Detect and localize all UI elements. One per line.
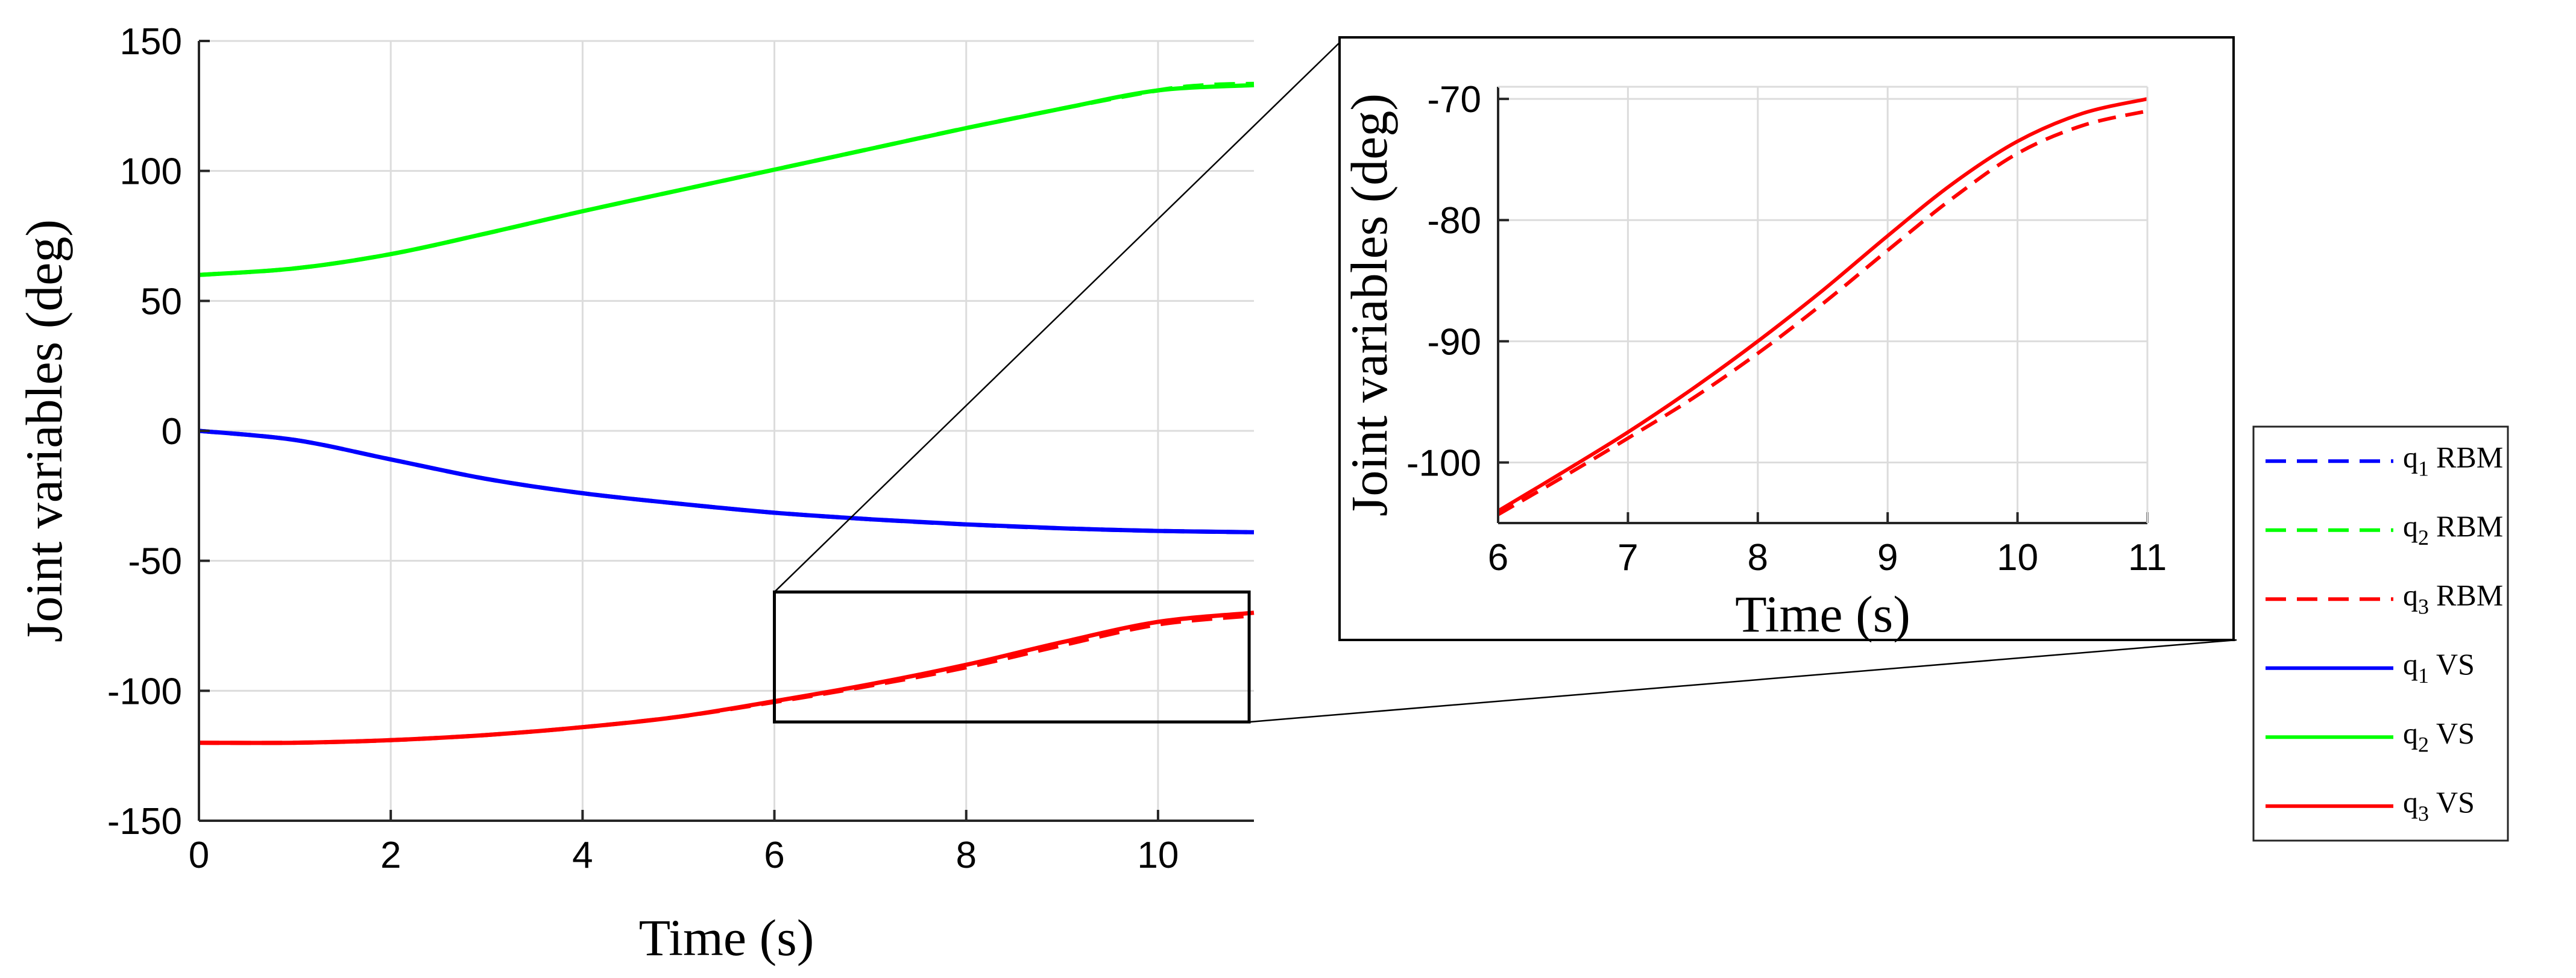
legend-label: q2 RBM	[2403, 509, 2503, 550]
x-tick-label: 4	[572, 835, 593, 876]
legend-entry: q3 VS	[2266, 785, 2475, 826]
x-tick-label: 2	[380, 835, 401, 876]
y-tick-label: 50	[140, 281, 182, 322]
legend: q1 RBM q2 RBM q3 RBM q1 VS q2 VS q3 VS	[2252, 425, 2509, 842]
series-line-q3-rbm	[1497, 109, 2148, 516]
x-tick-label: 8	[1748, 537, 1768, 578]
x-tick-label: 6	[1488, 537, 1508, 578]
inset-background	[1338, 36, 2235, 641]
y-tick-label: -100	[107, 671, 182, 712]
main-tick-labels: 0 2 4 6 8 10 -150 -100 -50 0 50 100 150	[107, 21, 1179, 876]
legend-entry: q1 RBM	[2266, 440, 2503, 480]
inset-series-group	[1497, 97, 2148, 516]
series-line-q3-vs	[1497, 97, 2148, 513]
y-tick-label: 0	[162, 411, 182, 453]
y-tick-label: -100	[1406, 442, 1481, 484]
inset-chart: 6 7 8 9 10 11 -100 -90 -80 -70 Time (s) Joint var…	[1338, 36, 2235, 643]
legend-label: q1 RBM	[2403, 440, 2503, 480]
x-tick-label: 11	[2128, 537, 2167, 578]
legend-entry: q3 RBM	[2266, 578, 2503, 618]
main-y-axis-label: Joint variables (deg)	[15, 219, 73, 642]
main-axes	[198, 40, 1254, 822]
zoom-connector-bottom	[1249, 639, 2237, 723]
legend-label: q3 VS	[2403, 785, 2475, 826]
main-x-axis-label: Time (s)	[639, 909, 814, 967]
x-tick-label: 8	[956, 835, 976, 876]
series-line-q2-vs	[198, 83, 1255, 277]
y-tick-label: -90	[1427, 321, 1481, 363]
series-line-q3-vs	[198, 610, 1255, 745]
y-tick-label: 150	[120, 21, 182, 63]
legend-entry: q2 RBM	[2266, 509, 2503, 550]
y-tick-label: -80	[1427, 200, 1481, 242]
legend-label: q3 RBM	[2403, 578, 2503, 618]
zoom-indicator	[773, 37, 2237, 724]
y-tick-label: -50	[128, 541, 182, 583]
y-tick-label: 100	[120, 151, 182, 193]
x-tick-label: 10	[1997, 537, 2038, 578]
zoom-connector-top	[773, 37, 1346, 593]
legend-entry: q2 VS	[2266, 716, 2475, 756]
main-chart: 0 2 4 6 8 10 -150 -100 -50 0 50 100 150 Time (s) Joi…	[15, 21, 1255, 967]
inset-x-axis-label: Time (s)	[1735, 585, 1910, 643]
inset-tick-labels: 6 7 8 9 10 11 -100 -90 -80 -70	[1406, 79, 2167, 578]
inset-y-axis-label: Joint variables (deg)	[1340, 93, 1398, 516]
main-series-group	[198, 81, 1255, 745]
x-tick-label: 10	[1137, 835, 1179, 876]
x-tick-label: 6	[764, 835, 784, 876]
inset-axes	[1497, 86, 2149, 524]
main-grid	[198, 40, 1254, 822]
x-tick-label: 9	[1877, 537, 1898, 578]
legend-label: q1 VS	[2403, 647, 2475, 688]
y-tick-label: -70	[1427, 79, 1481, 121]
legend-label: q2 VS	[2403, 716, 2475, 756]
legend-entry: q1 VS	[2266, 647, 2475, 688]
zoom-region-box	[773, 590, 1251, 724]
legend-box	[2252, 425, 2509, 842]
series-line-q3-rbm	[198, 613, 1255, 745]
x-tick-label: 7	[1617, 537, 1638, 578]
x-tick-label: 0	[189, 835, 209, 876]
y-tick-label: -150	[107, 801, 182, 842]
series-line-q1-vs	[198, 428, 1255, 534]
